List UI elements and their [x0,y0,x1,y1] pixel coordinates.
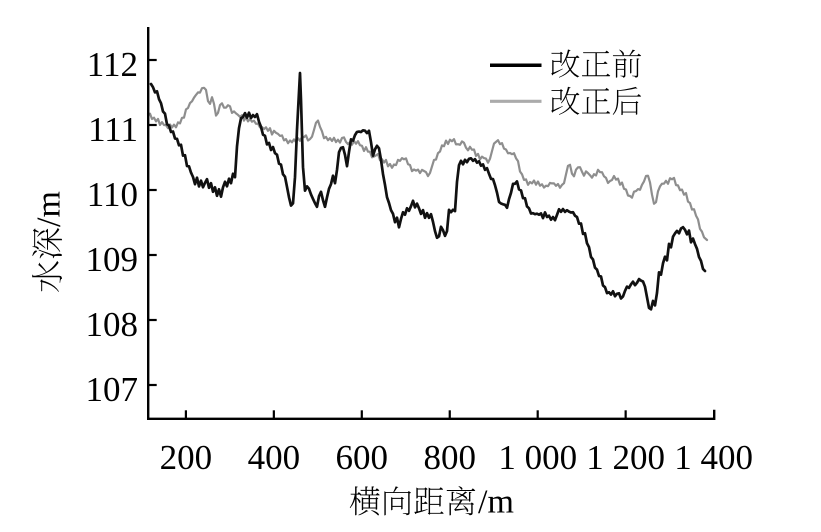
svg-text:/m: /m [478,484,514,521]
svg-text:1 200: 1 200 [586,438,665,477]
svg-text:109: 109 [86,240,139,279]
svg-text:112: 112 [87,45,138,84]
svg-text:111: 111 [88,110,138,149]
svg-text:1 400: 1 400 [674,438,753,477]
svg-text:1 000: 1 000 [498,438,577,477]
svg-text:200: 200 [160,438,213,477]
svg-text:107: 107 [86,370,139,409]
svg-text:/m: /m [31,191,68,227]
svg-text:400: 400 [248,438,301,477]
svg-text:800: 800 [424,438,477,477]
svg-text:108: 108 [86,305,139,344]
svg-text:110: 110 [87,175,138,214]
svg-text:600: 600 [336,438,389,477]
